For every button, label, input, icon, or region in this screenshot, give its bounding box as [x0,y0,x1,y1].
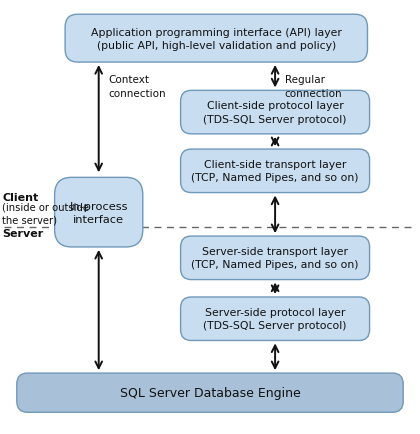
FancyBboxPatch shape [17,373,403,412]
FancyBboxPatch shape [55,178,143,247]
Text: Client: Client [2,193,38,202]
Text: Client-side protocol layer
(TDS-SQL Server protocol): Client-side protocol layer (TDS-SQL Serv… [203,101,347,125]
Text: SQL Server Database Engine: SQL Server Database Engine [120,386,300,399]
Text: Server: Server [2,229,43,238]
FancyBboxPatch shape [181,297,370,341]
Text: Server-side protocol layer
(TDS-SQL Server protocol): Server-side protocol layer (TDS-SQL Serv… [203,307,347,331]
FancyBboxPatch shape [181,91,370,135]
Text: Server-side transport layer
(TCP, Named Pipes, and so on): Server-side transport layer (TCP, Named … [192,247,359,270]
Text: Client-side transport layer
(TCP, Named Pipes, and so on): Client-side transport layer (TCP, Named … [192,160,359,183]
Text: In-process
interface: In-process interface [69,201,128,224]
FancyBboxPatch shape [181,237,370,280]
Text: Regular
connection: Regular connection [285,75,342,99]
FancyBboxPatch shape [65,15,368,63]
Text: Context
connection: Context connection [108,75,166,99]
FancyBboxPatch shape [181,150,370,193]
Text: Application programming interface (API) layer
(public API, high-level validation: Application programming interface (API) … [91,27,342,51]
Text: (inside or outside
the server): (inside or outside the server) [2,202,89,225]
